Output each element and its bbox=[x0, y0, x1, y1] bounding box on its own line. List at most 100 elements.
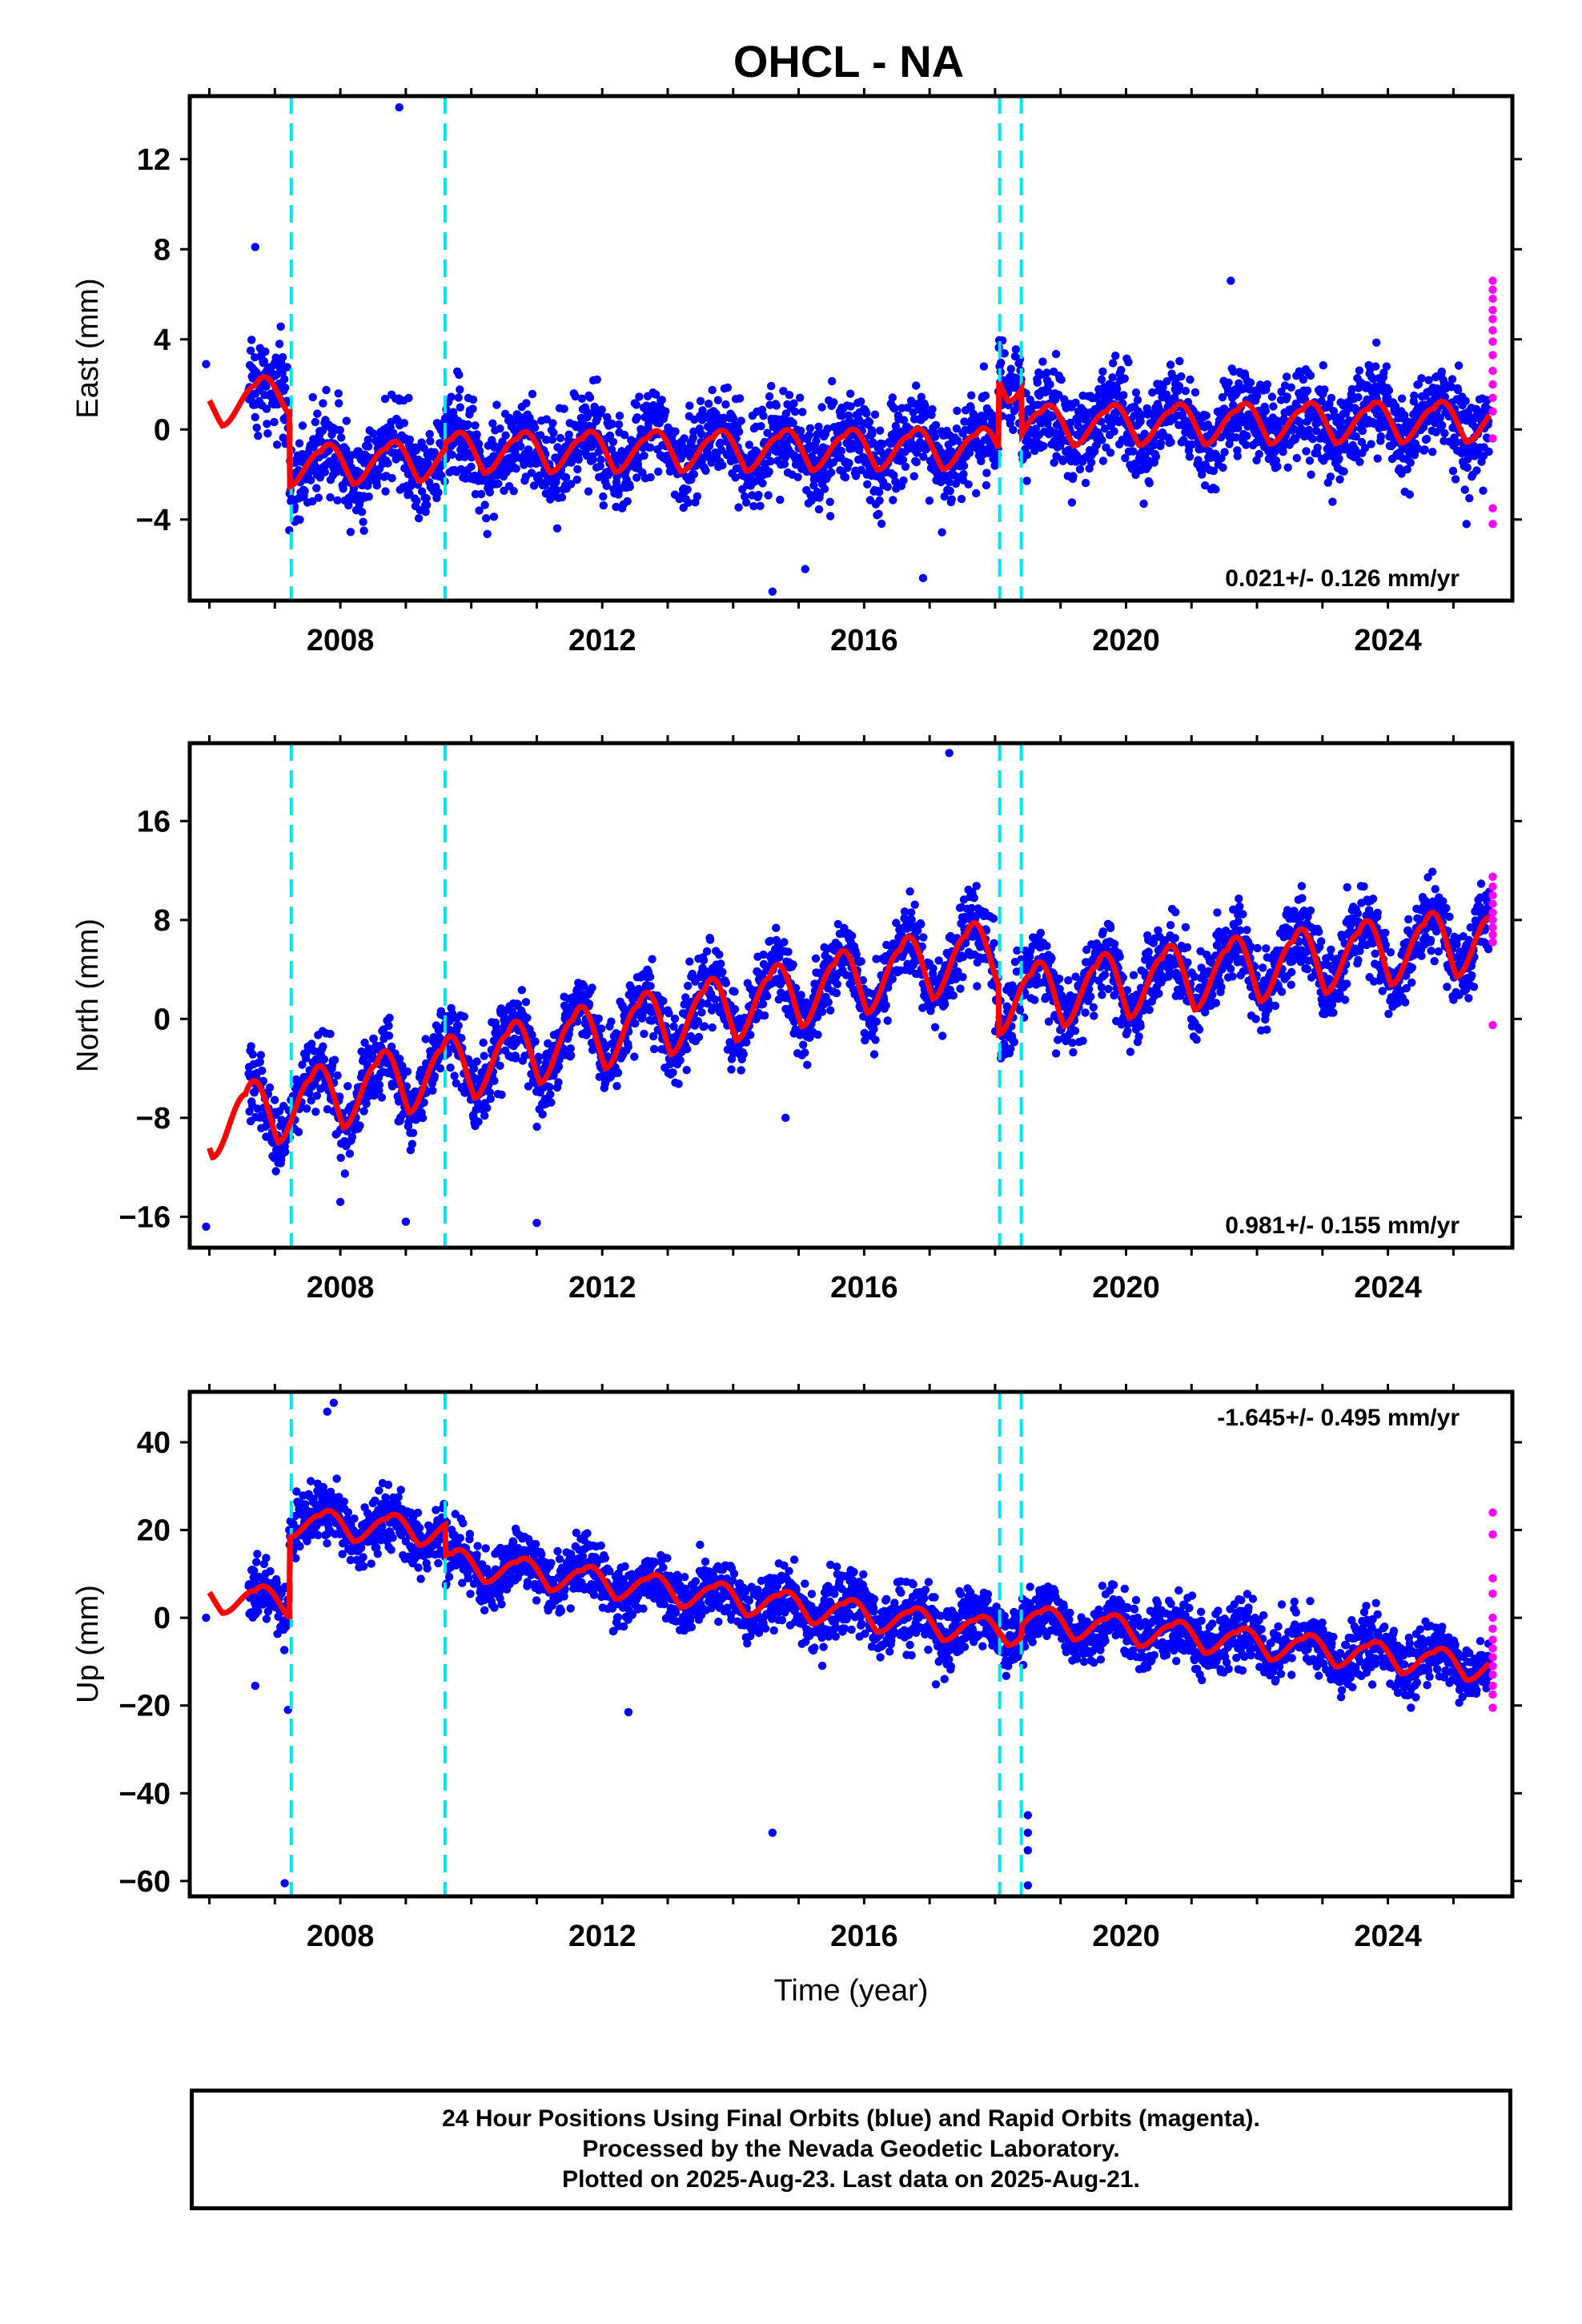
final-orbit-point bbox=[1185, 452, 1195, 461]
final-orbit-point bbox=[1292, 453, 1302, 463]
final-orbit-point bbox=[549, 428, 558, 437]
model-curve bbox=[207, 374, 1492, 492]
final-orbit-point bbox=[746, 1031, 755, 1039]
final-orbit-point bbox=[739, 1050, 748, 1059]
final-orbit-point bbox=[1424, 376, 1433, 384]
final-orbit-point bbox=[661, 407, 670, 416]
final-orbit-point bbox=[646, 982, 655, 991]
final-orbit-point bbox=[1186, 375, 1195, 384]
final-orbit-point bbox=[405, 435, 415, 444]
final-orbit-point bbox=[785, 391, 794, 400]
final-orbit-point bbox=[817, 403, 826, 412]
final-orbit-point bbox=[1358, 426, 1367, 436]
final-orbit-point bbox=[847, 931, 857, 940]
final-orbit-point bbox=[308, 497, 317, 506]
final-orbit-point bbox=[471, 421, 480, 430]
final-orbit-point bbox=[1255, 449, 1263, 459]
final-orbit-point bbox=[1051, 349, 1061, 359]
final-orbit-point bbox=[403, 1067, 412, 1076]
rapid-orbit-point bbox=[1488, 366, 1497, 376]
final-orbit-point bbox=[1484, 447, 1493, 456]
final-orbit-point bbox=[307, 476, 315, 485]
final-orbit-point bbox=[910, 900, 919, 909]
final-orbit-point bbox=[291, 458, 300, 467]
final-orbit-point bbox=[357, 508, 367, 517]
final-orbit-point bbox=[869, 1050, 879, 1059]
final-orbit-point bbox=[603, 412, 612, 422]
final-orbit-point bbox=[554, 1062, 564, 1072]
final-orbit-point bbox=[708, 385, 717, 395]
final-orbit-point bbox=[901, 462, 910, 471]
final-orbit-point bbox=[878, 440, 887, 448]
final-orbit-point bbox=[1452, 438, 1461, 447]
final-orbit-point bbox=[278, 368, 287, 377]
final-orbit-point bbox=[964, 480, 973, 489]
final-orbit-point bbox=[734, 427, 744, 436]
final-orbit-point bbox=[448, 450, 456, 459]
final-orbit-point bbox=[812, 436, 821, 445]
final-orbit-point bbox=[330, 1055, 339, 1064]
final-orbit-point bbox=[1305, 456, 1315, 465]
final-orbit-point bbox=[809, 481, 818, 490]
final-orbit-point bbox=[311, 1108, 320, 1116]
final-orbit-point bbox=[1166, 437, 1175, 447]
final-orbit-point bbox=[529, 481, 539, 490]
final-orbit-point bbox=[576, 413, 586, 422]
final-orbit-point bbox=[571, 392, 580, 401]
final-orbit-point bbox=[1335, 475, 1344, 484]
final-orbit-point bbox=[523, 1013, 532, 1023]
final-orbit-point bbox=[883, 1016, 892, 1025]
final-orbit-point bbox=[258, 1066, 267, 1076]
final-orbit-point bbox=[763, 428, 772, 437]
final-orbit-point bbox=[1304, 425, 1314, 435]
final-orbit-point bbox=[958, 972, 967, 982]
final-orbit-point bbox=[721, 979, 731, 987]
final-orbit-point bbox=[326, 493, 335, 502]
final-orbit-point bbox=[517, 986, 526, 995]
final-orbit-point bbox=[1198, 470, 1207, 479]
final-orbit-point bbox=[1320, 385, 1329, 394]
final-orbit-point bbox=[997, 358, 1006, 368]
final-orbit-point bbox=[1000, 349, 1009, 358]
final-orbit-point bbox=[312, 484, 321, 493]
final-orbit-point bbox=[758, 479, 767, 488]
final-orbit-point bbox=[420, 1098, 428, 1108]
final-orbit-point bbox=[522, 399, 531, 408]
final-orbit-point bbox=[845, 389, 855, 398]
final-orbit-point bbox=[547, 1098, 556, 1107]
final-orbit-point bbox=[1299, 375, 1308, 384]
final-orbit-series bbox=[244, 867, 1494, 1178]
final-orbit-point bbox=[545, 1083, 554, 1092]
final-orbit-point bbox=[972, 489, 981, 498]
final-orbit-point bbox=[888, 975, 897, 983]
final-orbit-point bbox=[640, 451, 648, 460]
final-orbit-point bbox=[934, 956, 943, 965]
final-orbit-point bbox=[888, 393, 897, 402]
final-orbit-point bbox=[953, 406, 962, 416]
x-tick-label: 2024 bbox=[1354, 624, 1422, 657]
final-orbit-point bbox=[281, 384, 290, 392]
final-orbit-point bbox=[479, 1038, 488, 1047]
final-orbit-point bbox=[945, 478, 954, 487]
final-orbit-point bbox=[455, 370, 464, 380]
final-orbit-point bbox=[548, 419, 557, 428]
final-orbit-point bbox=[1149, 441, 1158, 450]
final-orbit-point bbox=[1106, 448, 1115, 457]
y-axis-label: East (mm) bbox=[71, 278, 105, 418]
final-orbit-point bbox=[488, 419, 497, 428]
final-orbit-point bbox=[749, 501, 758, 511]
final-orbit-point bbox=[803, 1060, 812, 1069]
final-orbit-point bbox=[252, 423, 261, 432]
final-orbit-point bbox=[557, 493, 567, 502]
plot-area bbox=[202, 743, 1497, 1248]
final-orbit-point bbox=[263, 429, 272, 438]
final-orbit-point bbox=[381, 487, 390, 496]
velocity-label: 0.021+/- 0.126 mm/yr bbox=[1225, 565, 1460, 592]
final-orbit-point bbox=[605, 431, 615, 440]
y-tick-label: 12 bbox=[137, 143, 171, 177]
final-orbit-point bbox=[1098, 436, 1106, 444]
final-orbit-point bbox=[426, 436, 435, 446]
final-orbit-point bbox=[412, 446, 421, 455]
final-orbit-point bbox=[1406, 458, 1415, 467]
final-orbit-point bbox=[1339, 467, 1348, 476]
